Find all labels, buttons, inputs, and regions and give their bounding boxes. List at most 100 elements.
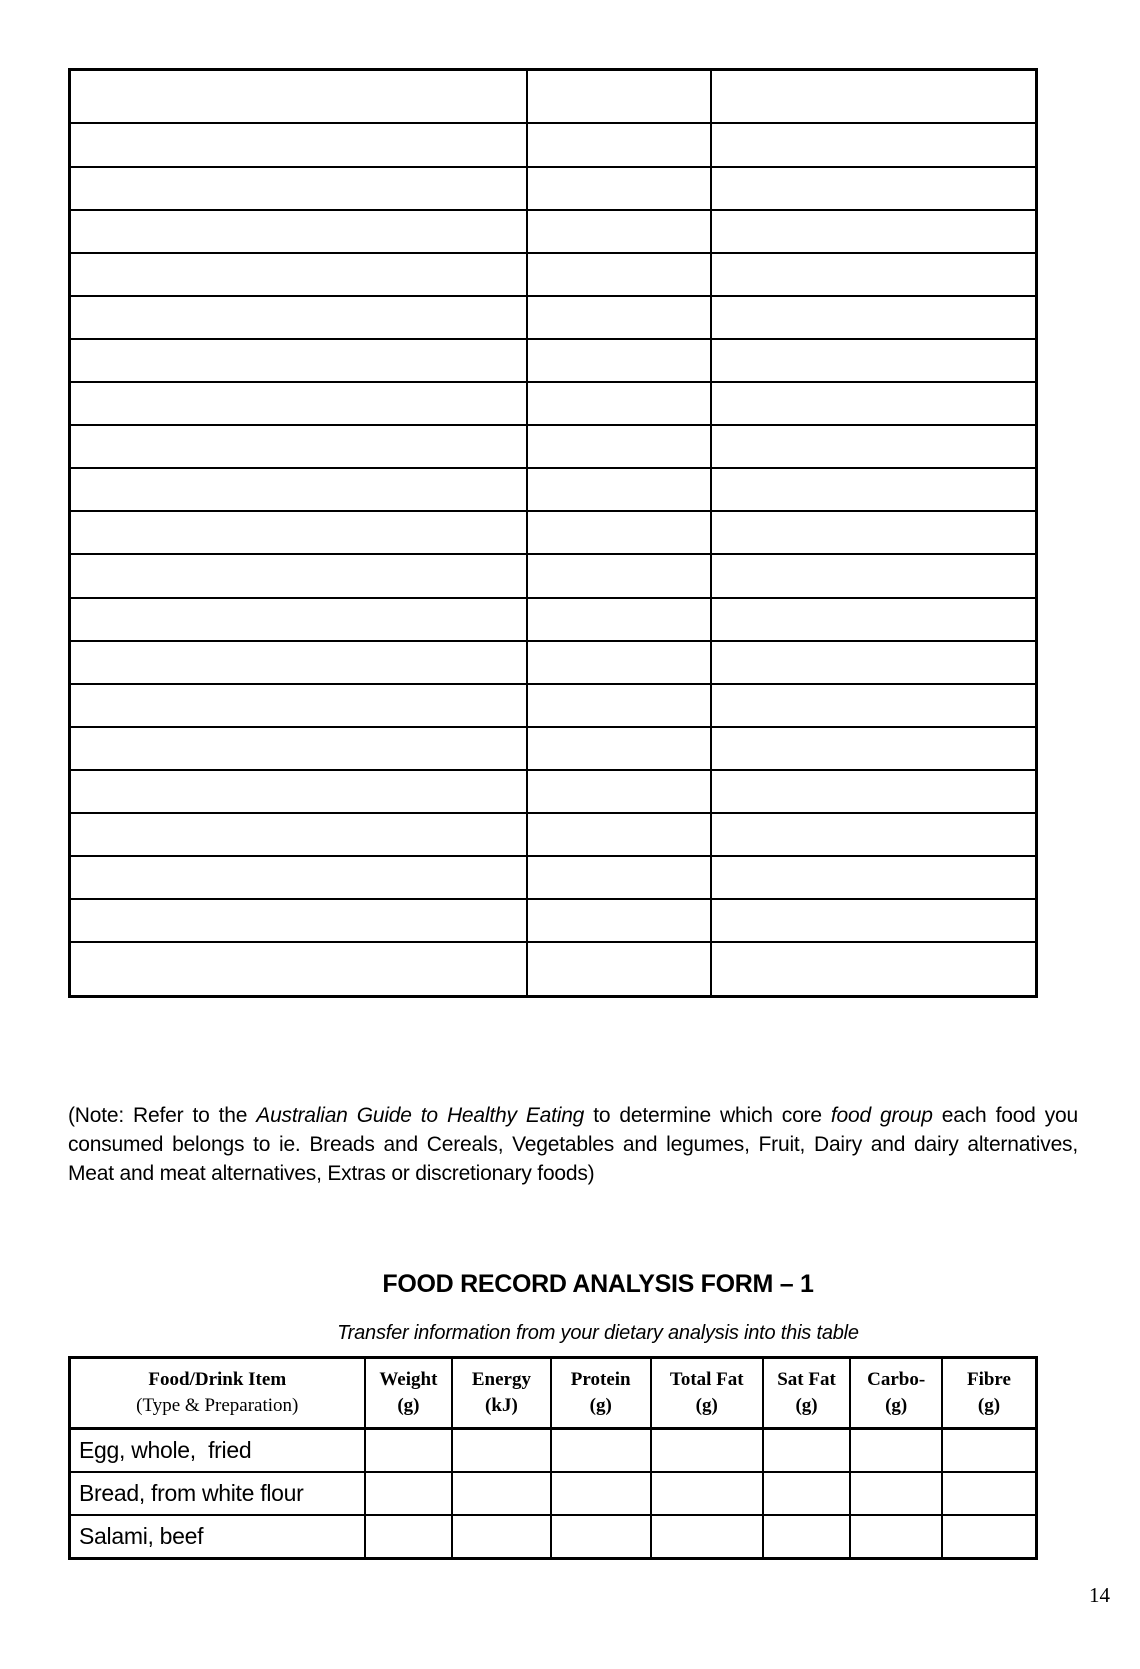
header-line1: Weight bbox=[379, 1369, 438, 1390]
empty-table-row bbox=[68, 424, 1038, 470]
empty-table-cell bbox=[709, 553, 1038, 599]
note-italic-food-group: food group bbox=[830, 1104, 933, 1127]
empty-table-row bbox=[68, 769, 1038, 815]
header-line1: Sat Fat bbox=[777, 1369, 836, 1390]
header-line2: (g) bbox=[795, 1395, 818, 1416]
note-text: to determine which core bbox=[584, 1104, 831, 1127]
empty-table-cell bbox=[68, 639, 528, 685]
header-line1: Fibre bbox=[966, 1369, 1011, 1390]
empty-table-row bbox=[68, 68, 1038, 125]
empty-table-cell bbox=[709, 725, 1038, 772]
empty-table-row bbox=[68, 812, 1038, 858]
empty-table-cell bbox=[525, 639, 712, 685]
empty-record-table bbox=[68, 68, 1038, 998]
empty-table-cell bbox=[68, 682, 528, 728]
empty-table-cell bbox=[68, 812, 528, 858]
empty-table-cell bbox=[525, 337, 712, 384]
empty-table-cell bbox=[68, 208, 528, 254]
header-sat-fat: Sat Fat (g) bbox=[761, 1356, 852, 1430]
empty-table-cell bbox=[709, 639, 1038, 685]
empty-table-cell bbox=[525, 122, 712, 168]
empty-table-cell bbox=[68, 381, 528, 427]
analysis-cell-empty bbox=[649, 1427, 764, 1473]
empty-table-row bbox=[68, 251, 1038, 297]
empty-table-cell bbox=[709, 251, 1038, 297]
empty-table-cell bbox=[709, 337, 1038, 384]
empty-table-cell bbox=[709, 682, 1038, 728]
empty-table-cell bbox=[525, 381, 712, 427]
empty-table-cell bbox=[68, 467, 528, 513]
empty-table-cell bbox=[525, 725, 712, 772]
analysis-cell-empty bbox=[549, 1427, 652, 1473]
empty-table-row bbox=[68, 596, 1038, 642]
page-number: 14 bbox=[1089, 1583, 1110, 1607]
analysis-cell-empty bbox=[363, 1427, 454, 1473]
header-line2: (Type & Preparation) bbox=[136, 1395, 299, 1416]
empty-table-cell bbox=[709, 855, 1038, 901]
empty-table-row bbox=[68, 510, 1038, 556]
analysis-cell-empty bbox=[761, 1514, 852, 1560]
empty-table-cell bbox=[525, 294, 712, 340]
empty-table-cell bbox=[525, 855, 712, 901]
analysis-cell-empty bbox=[649, 1471, 764, 1516]
empty-table-cell bbox=[709, 941, 1038, 998]
header-food-drink-item: Food/Drink Item (Type & Preparation) bbox=[68, 1356, 366, 1430]
header-line2: (g) bbox=[397, 1395, 420, 1416]
empty-table-row bbox=[68, 553, 1038, 599]
header-line2: (g) bbox=[695, 1395, 718, 1416]
empty-record-table-body bbox=[68, 68, 1038, 998]
header-line1: Total Fat bbox=[669, 1369, 744, 1390]
empty-table-cell bbox=[525, 165, 712, 211]
empty-table-cell bbox=[68, 855, 528, 901]
empty-table-cell bbox=[709, 381, 1038, 427]
header-line1: Carbo- bbox=[867, 1369, 926, 1390]
empty-table-cell bbox=[525, 208, 712, 254]
empty-table-cell bbox=[709, 424, 1038, 470]
empty-table-cell bbox=[709, 294, 1038, 340]
analysis-cell-empty bbox=[940, 1427, 1038, 1473]
analysis-cell-empty bbox=[849, 1427, 943, 1473]
empty-table-cell bbox=[709, 68, 1038, 125]
header-line2: (g) bbox=[885, 1395, 908, 1416]
empty-table-row bbox=[68, 122, 1038, 168]
empty-table-cell bbox=[68, 510, 528, 556]
empty-table-cell bbox=[525, 898, 712, 944]
empty-table-cell bbox=[68, 294, 528, 340]
empty-table-cell bbox=[68, 122, 528, 168]
header-line1: Energy bbox=[471, 1369, 531, 1390]
analysis-cell-empty bbox=[549, 1514, 652, 1560]
empty-table-cell bbox=[709, 208, 1038, 254]
analysis-cell-empty bbox=[849, 1514, 943, 1560]
empty-table-cell bbox=[525, 467, 712, 513]
empty-table-row bbox=[68, 294, 1038, 340]
food-record-analysis-table: Food/Drink Item (Type & Preparation) Wei… bbox=[68, 1356, 1038, 1560]
empty-table-cell bbox=[525, 251, 712, 297]
analysis-cell-empty bbox=[649, 1514, 764, 1560]
analysis-cell-empty bbox=[549, 1471, 652, 1516]
empty-table-cell bbox=[68, 769, 528, 815]
note-paragraph: (Note: Refer to the Australian Guide to … bbox=[68, 1101, 1078, 1188]
empty-table-cell bbox=[709, 812, 1038, 858]
analysis-cell-empty bbox=[363, 1514, 454, 1560]
empty-table-row bbox=[68, 898, 1038, 944]
header-line2: (g) bbox=[977, 1395, 1001, 1416]
empty-table-row bbox=[68, 467, 1038, 513]
food-item-label: Salami, beef bbox=[68, 1514, 366, 1560]
header-total-fat: Total Fat (g) bbox=[649, 1356, 764, 1430]
empty-table-row bbox=[68, 725, 1038, 772]
food-item-label: Bread, from white flour bbox=[68, 1471, 366, 1516]
food-item-label: Egg, whole, fried bbox=[68, 1427, 366, 1473]
empty-table-cell bbox=[709, 467, 1038, 513]
header-line2: (g) bbox=[589, 1395, 612, 1416]
empty-table-cell bbox=[709, 769, 1038, 815]
analysis-row-bread: Bread, from white flour bbox=[68, 1471, 1038, 1516]
empty-table-cell bbox=[68, 337, 528, 384]
empty-table-cell bbox=[709, 898, 1038, 944]
empty-table-cell bbox=[68, 251, 528, 297]
empty-table-cell bbox=[525, 941, 712, 998]
empty-table-row bbox=[68, 165, 1038, 211]
header-carbo: Carbo- (g) bbox=[849, 1356, 943, 1430]
analysis-cell-empty bbox=[940, 1514, 1038, 1560]
form-title: FOOD RECORD ANALYSIS FORM – 1 bbox=[382, 1270, 814, 1298]
